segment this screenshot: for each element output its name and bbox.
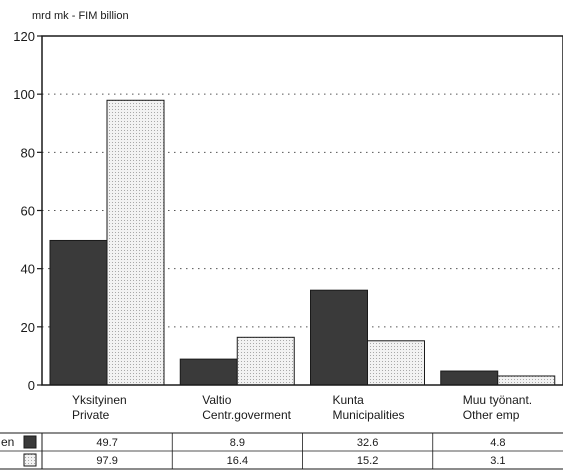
bar-series-1 — [440, 370, 499, 386]
y-tick-label: 120 — [13, 29, 35, 44]
bar-series-1 — [179, 358, 238, 386]
x-category-sublabel: Municipalities — [333, 408, 405, 422]
table-value: 97.9 — [96, 455, 117, 467]
y-tick-label: 100 — [13, 87, 35, 102]
y-axis: 0 20 40 60 80 100 120 — [13, 29, 42, 393]
plot-frame — [41, 35, 563, 386]
bar-series-2 — [106, 99, 165, 386]
data-table: en 49.7 8.9 32.6 4.8 97.9 16.4 15.2 3.1 — [0, 432, 563, 470]
table-value: 4.8 — [490, 437, 505, 449]
x-category-sublabel: Private — [72, 408, 110, 422]
table-value: 32.6 — [357, 437, 378, 449]
bar-series-2 — [236, 336, 295, 386]
bar-series-1 — [49, 239, 108, 386]
table-value: 15.2 — [357, 455, 378, 467]
y-tick-label: 60 — [21, 204, 35, 219]
bar-series-2 — [367, 340, 425, 386]
bar-series-1 — [310, 289, 368, 386]
bars — [49, 99, 556, 386]
legend-swatch — [23, 453, 37, 467]
table-value: 49.7 — [96, 437, 117, 449]
x-category-label: Yksityinen — [72, 393, 127, 407]
table-value: 3.1 — [490, 455, 505, 467]
bar-series-2 — [497, 375, 556, 386]
y-tick-label: 20 — [21, 320, 35, 335]
x-category-label: Kunta — [333, 393, 365, 407]
y-tick-label: 40 — [21, 262, 35, 277]
x-category-sublabel: Centr.goverment — [202, 408, 291, 422]
y-tick-label: 80 — [21, 145, 35, 160]
y-tick-label: 0 — [28, 378, 35, 393]
unit-label: mrd mk - FIM billion — [32, 10, 129, 22]
table-value: 16.4 — [227, 455, 248, 467]
legend-swatch — [23, 435, 37, 449]
x-category-label: Valtio — [202, 393, 231, 407]
x-category-sublabel: Other emp — [463, 408, 520, 422]
x-category-label: Muu työnant. — [463, 393, 532, 407]
table-value: 8.9 — [230, 437, 245, 449]
legend-label: en — [1, 435, 14, 449]
